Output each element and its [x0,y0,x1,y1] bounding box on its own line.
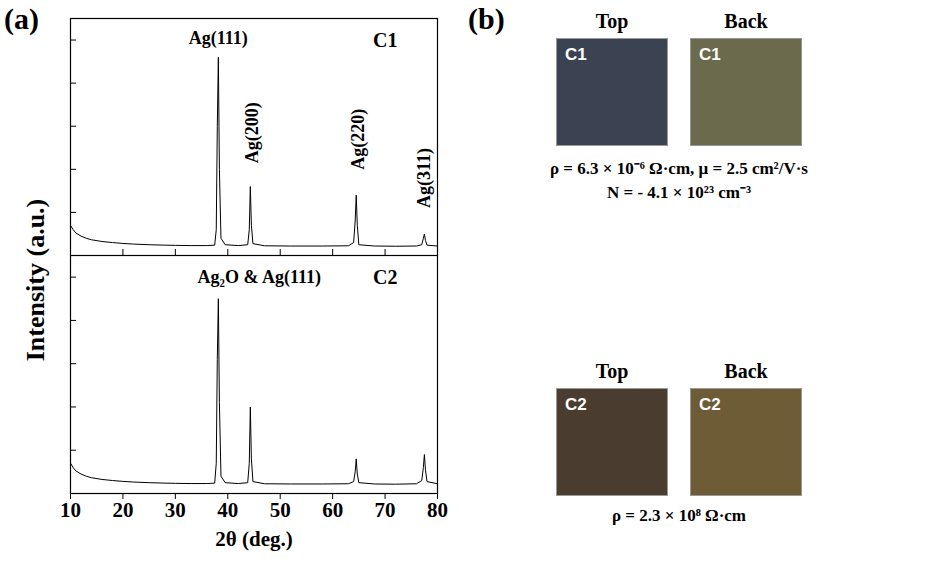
svg-text:Ag₂O & Ag(111): Ag₂O & Ag(111) [198,267,321,288]
svg-text:2θ (deg.): 2θ (deg.) [215,527,292,551]
svg-text:80: 80 [427,498,448,522]
svg-text:70: 70 [375,498,396,522]
svg-text:Ag(111): Ag(111) [189,28,248,49]
html-text:Top: Top [595,10,629,32]
svg-text:C2: C2 [373,266,397,288]
html-text:C1: C1 [699,45,721,64]
svg-text:Ag(220): Ag(220) [348,109,369,170]
html-text:ρ = 6.3 × 10⁻⁶ Ω·cm, μ = 2.5 c: ρ = 6.3 × 10⁻⁶ Ω·cm, μ = 2.5 cm²/V·s [550,159,808,178]
svg-text:40: 40 [217,498,238,522]
svg-text:Ag(200): Ag(200) [242,102,263,163]
html-text:Intensity (a.u.): Intensity (a.u.) [21,198,50,362]
html-text:(a): (a) [4,2,39,35]
svg-text:Ag(311): Ag(311) [414,148,435,208]
html-text:C2: C2 [565,395,587,414]
svg-text:30: 30 [165,498,186,522]
html-text:C2: C2 [699,395,721,414]
html-text:(b): (b) [468,2,505,35]
html-text:C1: C1 [565,45,587,64]
svg-text:50: 50 [270,498,291,522]
svg-text:10: 10 [60,498,81,522]
svg-text:20: 20 [112,498,133,522]
html-text:N = - 4.1 × 10²³ cm⁻³: N = - 4.1 × 10²³ cm⁻³ [607,183,751,202]
html-text:Top: Top [595,360,629,382]
html-text:ρ = 2.3 × 10⁸ Ω·cm: ρ = 2.3 × 10⁸ Ω·cm [612,506,746,525]
svg-text:60: 60 [322,498,343,522]
html-text:Back: Back [724,10,768,32]
svg-text:C1: C1 [373,29,397,51]
html-text:Back: Back [724,360,768,382]
